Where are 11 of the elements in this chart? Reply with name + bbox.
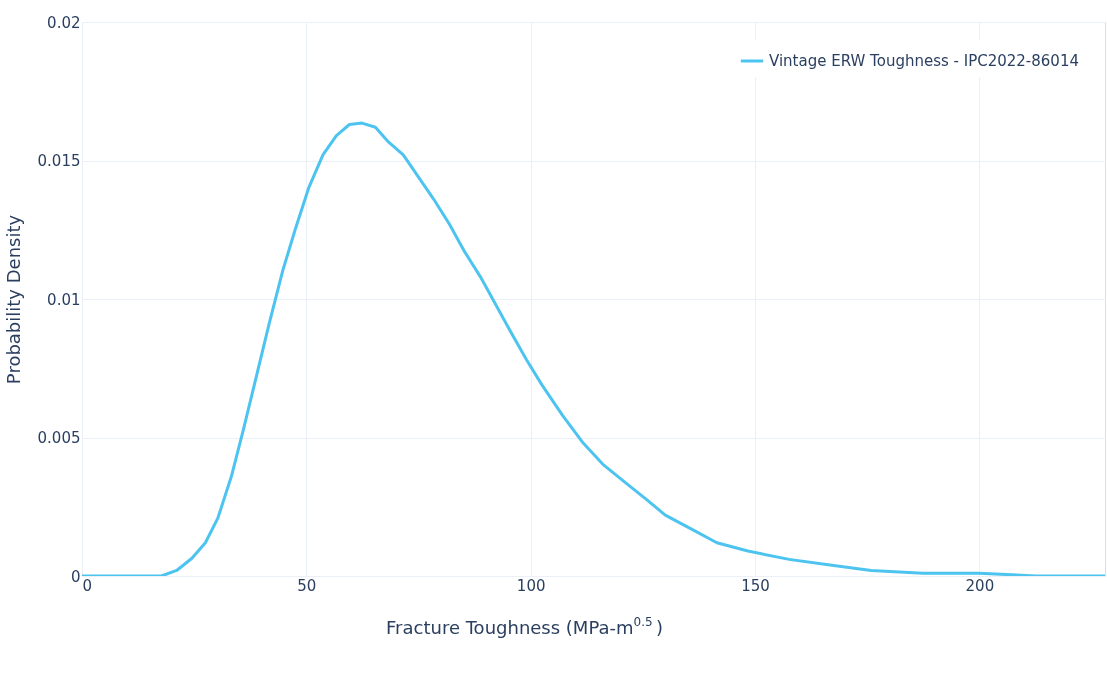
x-tick-label: 0 (82, 576, 93, 595)
y-tick-label: 0.02 (47, 13, 81, 32)
y-tick-label: 0.01 (47, 290, 81, 309)
x-tick-label: 150 (741, 576, 770, 595)
y-axis-title: Probability Density (2, 214, 24, 385)
legend-label: Vintage ERW Toughness - IPC2022-86014 (769, 52, 1079, 70)
x-tick-label: 50 (297, 576, 317, 595)
y-tick-label: 0.015 (37, 152, 81, 170)
x-tick-label: 200 (965, 576, 995, 595)
x-tick-label: 100 (516, 576, 546, 595)
y-tick-label: 0.005 (37, 429, 81, 447)
